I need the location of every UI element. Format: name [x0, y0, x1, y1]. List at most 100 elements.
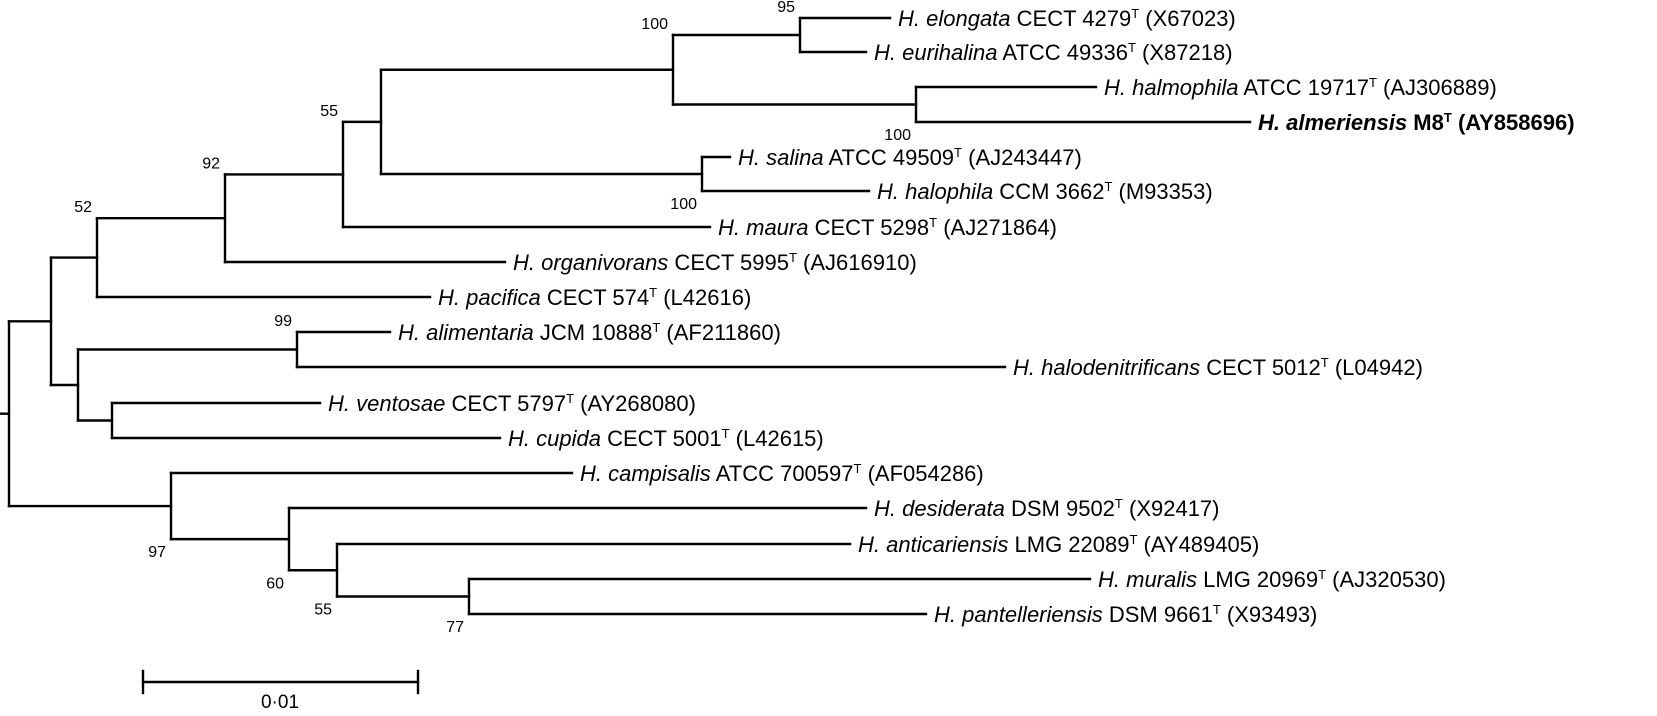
strain-name: CECT 5797 [445, 391, 566, 416]
strain-name: LMG 22089 [1008, 532, 1129, 557]
type-strain-superscript: T [1321, 355, 1329, 370]
strain-name: CECT 5012 [1200, 355, 1321, 380]
strain-name: CECT 4279 [1011, 6, 1132, 31]
accession-number: (AJ243447) [962, 145, 1082, 170]
taxon-label-almeriensis: H. almeriensis M8T (AY858696) [1258, 110, 1575, 135]
accession-number: (AJ271864) [937, 215, 1057, 240]
tree-branches [0, 16, 1252, 616]
bootstrap-n60: 60 [266, 575, 284, 592]
strain-name: ATCC 49336 [998, 40, 1128, 65]
taxon-label-halmophila: H. halmophila ATCC 19717T (AJ306889) [1104, 75, 1497, 100]
taxon-label-anticariensis: H. anticariensis LMG 22089T (AY489405) [858, 532, 1259, 557]
species-name: H. eurihalina [874, 40, 998, 65]
strain-name: ATCC 700597 [711, 461, 854, 486]
strain-name: DSM 9502 [1005, 496, 1115, 521]
type-strain-superscript: T [854, 461, 862, 476]
species-name: H. elongata [898, 6, 1011, 31]
accession-number: (X92417) [1123, 496, 1220, 521]
type-strain-superscript: T [1128, 40, 1136, 55]
species-name: H. halodenitrificans [1013, 355, 1200, 380]
accession-number: (M93353) [1112, 179, 1212, 204]
type-strain-superscript: T [1318, 567, 1326, 582]
species-name: H. pacifica [438, 285, 541, 310]
accession-number: (AY268080) [574, 391, 696, 416]
species-name: H. alimentaria [398, 320, 534, 345]
strain-name: M8 [1407, 110, 1444, 135]
taxon-label-eurihalina: H. eurihalina ATCC 49336T (X87218) [874, 40, 1233, 65]
accession-number: (X93493) [1221, 602, 1318, 627]
accession-number: (AJ320530) [1326, 567, 1446, 592]
species-name: H. anticariensis [858, 532, 1008, 557]
species-name: H. maura [718, 215, 808, 240]
taxon-label-pacifica: H. pacifica CECT 574T (L42616) [438, 285, 751, 310]
taxon-label-pantelleriensis: H. pantelleriensis DSM 9661T (X93493) [934, 602, 1317, 627]
species-name: H. desiderata [874, 496, 1005, 521]
strain-name: CECT 5995 [668, 250, 789, 275]
accession-number: (X87218) [1136, 40, 1233, 65]
bootstrap-values: 95 100 100 100 55 92 52 99 97 60 55 77 [74, 0, 911, 636]
accession-number: (AY489405) [1137, 532, 1259, 557]
bootstrap-n97: 97 [148, 544, 166, 561]
type-strain-superscript: T [954, 145, 962, 160]
bootstrap-n92: 92 [202, 155, 220, 172]
strain-name: CECT 5298 [808, 215, 929, 240]
type-strain-superscript: T [649, 285, 657, 300]
species-name: H. cupida [508, 426, 601, 451]
bootstrap-n95: 95 [777, 0, 795, 16]
bootstrap-n55a: 55 [320, 103, 338, 120]
type-strain-superscript: T [1444, 110, 1452, 125]
accession-number: (AF211860) [660, 320, 781, 345]
strain-name: CCM 3662 [993, 179, 1104, 204]
accession-number: (AJ616910) [797, 250, 917, 275]
bootstrap-n77: 77 [446, 619, 464, 636]
strain-name: CECT 574 [541, 285, 649, 310]
species-name: H. halmophila [1104, 75, 1239, 100]
taxon-label-desiderata: H. desiderata DSM 9502T (X92417) [874, 496, 1220, 521]
species-name: H. organivorans [513, 250, 668, 275]
type-strain-superscript: T [722, 426, 730, 441]
taxon-label-ventosae: H. ventosae CECT 5797T (AY268080) [328, 391, 696, 416]
strain-name: CECT 5001 [601, 426, 722, 451]
species-name: H. muralis [1098, 567, 1197, 592]
type-strain-superscript: T [1104, 179, 1112, 194]
taxon-label-elongata: H. elongata CECT 4279T (X67023) [898, 6, 1236, 31]
bootstrap-n52: 52 [74, 199, 92, 216]
taxon-label-campisalis: H. campisalis ATCC 700597T (AF054286) [580, 461, 984, 486]
taxon-label-organivorans: H. organivorans CECT 5995T (AJ616910) [513, 250, 917, 275]
taxon-label-maura: H. maura CECT 5298T (AJ271864) [718, 215, 1057, 240]
accession-number: (L04942) [1329, 355, 1423, 380]
type-strain-superscript: T [1115, 496, 1123, 511]
type-strain-superscript: T [1213, 602, 1221, 617]
type-strain-superscript: T [789, 250, 797, 265]
taxon-label-alimentaria: H. alimentaria JCM 10888T (AF211860) [398, 320, 781, 345]
taxon-labels: H. elongata CECT 4279T (X67023) H. euriha… [328, 6, 1575, 627]
scale-bar-label: 0·01 [261, 692, 299, 713]
type-strain-superscript: T [929, 215, 937, 230]
scale-bar: 0·01 [141, 669, 420, 713]
bootstrap-n55b: 55 [314, 602, 332, 619]
species-name: H. pantelleriensis [934, 602, 1103, 627]
strain-name: DSM 9661 [1103, 602, 1213, 627]
species-name: H. halophila [877, 179, 993, 204]
type-strain-superscript: T [566, 391, 574, 406]
species-name: H. salina [738, 145, 824, 170]
taxon-label-halophila: H. halophila CCM 3662T (M93353) [877, 179, 1213, 204]
taxon-label-halodenitrificans: H. halodenitrificans CECT 5012T (L04942) [1013, 355, 1423, 380]
bootstrap-n100b: 100 [884, 127, 911, 144]
accession-number: (AY858696) [1452, 110, 1575, 135]
strain-name: LMG 20969 [1197, 567, 1318, 592]
strain-name: ATCC 49509 [824, 145, 954, 170]
bootstrap-n100c: 100 [670, 196, 697, 213]
strain-name: JCM 10888 [534, 320, 653, 345]
type-strain-superscript: T [1131, 6, 1139, 21]
bootstrap-n99: 99 [274, 313, 292, 330]
type-strain-superscript: T [652, 320, 660, 335]
species-name: H. almeriensis [1258, 110, 1407, 135]
strain-name: ATCC 19717 [1239, 75, 1369, 100]
accession-number: (AF054286) [861, 461, 983, 486]
accession-number: (L42616) [657, 285, 751, 310]
accession-number: (AJ306889) [1377, 75, 1497, 100]
species-name: H. campisalis [580, 461, 711, 486]
bootstrap-n100a: 100 [641, 16, 668, 33]
